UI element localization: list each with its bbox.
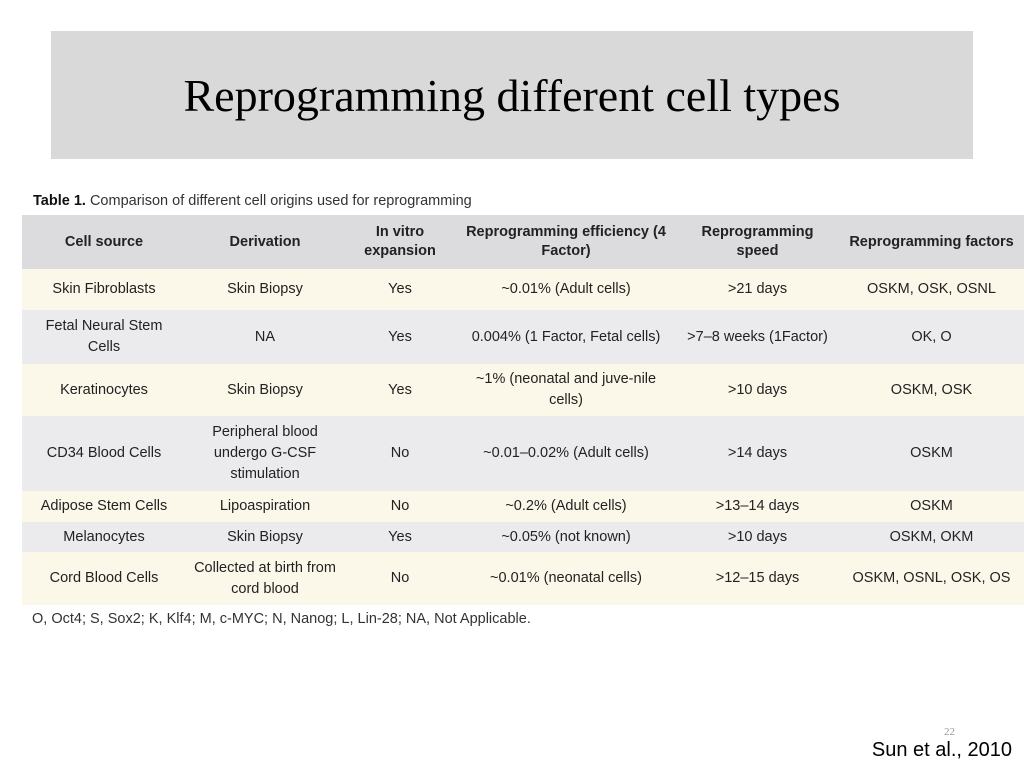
cell: OSKM, OSK [839,364,1024,416]
cell: OSKM, OSNL, OSK, OS [839,552,1024,605]
cell: Fetal Neural Stem Cells [22,310,186,364]
title-band: Reprogramming different cell types [51,31,973,159]
header-speed: Reprogramming speed [676,215,839,269]
slide-number: 22 [944,726,955,738]
cell: Collected at birth from cord blood [186,552,344,605]
cell: >7–8 weeks (1Factor) [676,310,839,364]
cell: Skin Biopsy [186,522,344,552]
citation: Sun et al., 2010 [871,739,1012,761]
table-footnote: O, Oct4; S, Sox2; K, Klf4; M, c-MYC; N, … [32,611,531,627]
table-caption: Table 1. Comparison of different cell or… [33,189,1024,215]
cell: Yes [344,269,456,310]
cell: ~0.01–0.02% (Adult cells) [456,416,676,491]
cell: ~0.05% (not known) [456,522,676,552]
cell: CD34 Blood Cells [22,416,186,491]
cell: ~0.01% (neonatal cells) [456,552,676,605]
cell: Skin Biopsy [186,269,344,310]
cell: ~0.01% (Adult cells) [456,269,676,310]
cell-types-table: Cell source Derivation In vitro expansio… [22,215,1024,605]
table-row: Keratinocytes Skin Biopsy Yes ~1% (neona… [22,364,1024,416]
cell: ~1% (neonatal and juve-nile cells) [456,364,676,416]
cell: Cord Blood Cells [22,552,186,605]
table-row: Adipose Stem Cells Lipoaspiration No ~0.… [22,491,1024,522]
cell: Yes [344,522,456,552]
header-derivation: Derivation [186,215,344,269]
cell: OSKM [839,491,1024,522]
table-row: Skin Fibroblasts Skin Biopsy Yes ~0.01% … [22,269,1024,310]
cell: Yes [344,310,456,364]
slide-title: Reprogramming different cell types [183,69,841,121]
cell: >10 days [676,522,839,552]
table-row: Cord Blood Cells Collected at birth from… [22,552,1024,605]
cell: 0.004% (1 Factor, Fetal cells) [456,310,676,364]
cell: ~0.2% (Adult cells) [456,491,676,522]
cell: Keratinocytes [22,364,186,416]
cell: Adipose Stem Cells [22,491,186,522]
header-efficiency: Reprogramming efficiency (4 Factor) [456,215,676,269]
cell: No [344,491,456,522]
cell: Skin Fibroblasts [22,269,186,310]
cell: >13–14 days [676,491,839,522]
cell: OK, O [839,310,1024,364]
cell: >10 days [676,364,839,416]
cell: NA [186,310,344,364]
table-row: Fetal Neural Stem Cells NA Yes 0.004% (1… [22,310,1024,364]
cell: OSKM, OKM [839,522,1024,552]
cell: >14 days [676,416,839,491]
cell: Peripheral blood undergo G-CSF stimulati… [186,416,344,491]
cell: No [344,552,456,605]
table-caption-text: Comparison of different cell origins use… [85,193,472,209]
table-caption-label: Table 1. [33,193,86,209]
cell: OSKM, OSK, OSNL [839,269,1024,310]
table-row: Melanocytes Skin Biopsy Yes ~0.05% (not … [22,522,1024,552]
header-in-vitro-expansion: In vitro expansion [344,215,456,269]
table-header-row: Cell source Derivation In vitro expansio… [22,215,1024,269]
cell: Yes [344,364,456,416]
table-container: Table 1. Comparison of different cell or… [22,189,1024,627]
table-row: CD34 Blood Cells Peripheral blood underg… [22,416,1024,491]
cell: Lipoaspiration [186,491,344,522]
cell: No [344,416,456,491]
cell: Melanocytes [22,522,186,552]
header-cell-source: Cell source [22,215,186,269]
cell: >21 days [676,269,839,310]
cell: >12–15 days [676,552,839,605]
cell: OSKM [839,416,1024,491]
header-factors: Reprogramming factors [839,215,1024,269]
cell: Skin Biopsy [186,364,344,416]
